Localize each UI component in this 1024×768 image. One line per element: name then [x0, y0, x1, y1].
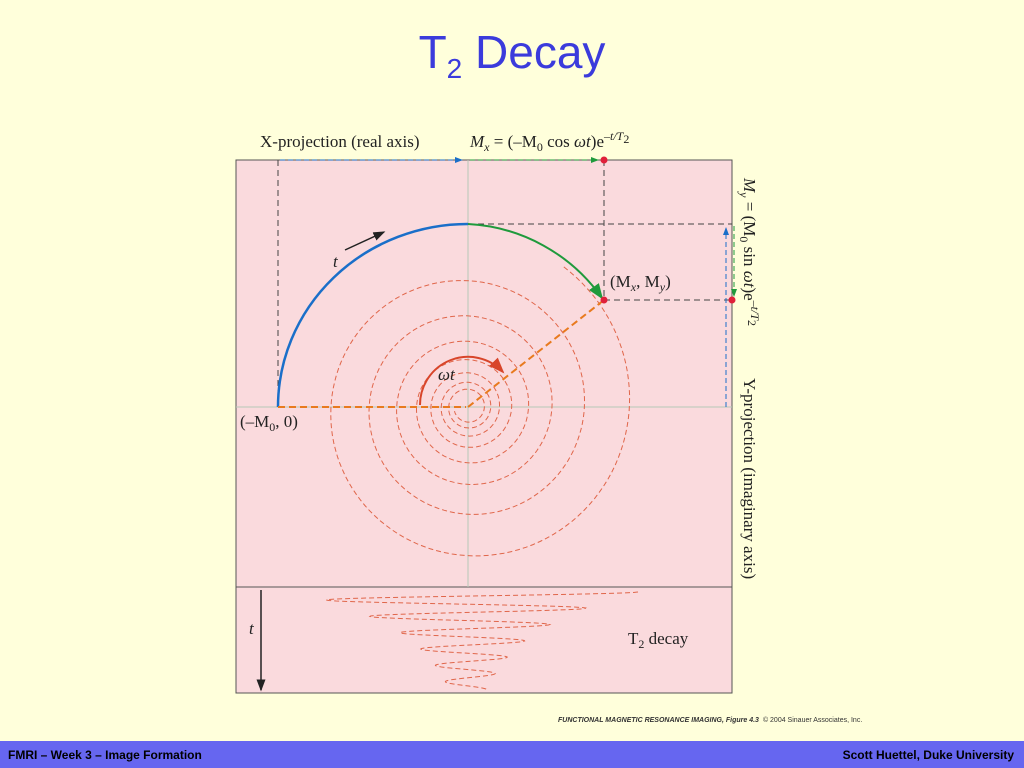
text-part: x — [483, 140, 490, 154]
text-part: , M — [636, 272, 660, 291]
text-part: (–M — [240, 412, 269, 431]
decay-wave — [326, 591, 639, 691]
text-part: 0 — [269, 420, 275, 434]
text-part: x — [630, 280, 637, 294]
footer-left: FMRI – Week 3 – Image Formation — [8, 748, 202, 762]
guide-lines — [277, 160, 732, 407]
arc-time-label: t — [333, 252, 339, 271]
title-text: T — [419, 26, 447, 78]
text-part: ) — [665, 272, 671, 291]
text-part: y — [659, 280, 666, 294]
text-part: –t/T — [748, 300, 762, 322]
text-part: = (M — [740, 198, 759, 237]
text-part: )e — [740, 287, 759, 300]
text-part: ωt — [740, 271, 759, 289]
text-part: M — [469, 132, 485, 151]
text-part: y — [737, 191, 751, 198]
text-part: (M — [610, 272, 631, 291]
title-text: Decay — [462, 26, 605, 78]
point-label: (Mx, My) — [610, 272, 671, 294]
slide-title: T2 Decay — [419, 26, 606, 84]
text-part: cos — [543, 132, 574, 151]
x-projection-label: X-projection (real axis) — [260, 132, 420, 151]
time-axis-label: t — [249, 619, 255, 638]
text-part: sin — [740, 242, 759, 270]
text-part: ωt — [574, 132, 592, 151]
text-part: 2 — [745, 320, 759, 326]
y-formula: My = (M0 sin ωt)e–t/T2 — [737, 177, 762, 326]
blue-arc — [276, 222, 469, 408]
footer-bar — [0, 741, 1024, 768]
x-formula: Mx = (–M0 cos ωt)e–t/T2 — [469, 129, 629, 154]
dot — [728, 296, 736, 304]
vector — [467, 299, 605, 408]
credit: FUNCTIONAL MAGNETIC RESONANCE IMAGING, F… — [558, 716, 862, 724]
text-part: © 2004 Sinauer Associates, Inc. — [763, 716, 862, 724]
text-part: , 0) — [275, 412, 298, 431]
y-projection-label: Y-projection (imaginary axis) — [740, 378, 759, 579]
decay-label: T2 decay — [628, 629, 689, 651]
text-part: 2 — [638, 637, 644, 651]
dot — [600, 156, 608, 164]
text-part: 2 — [623, 132, 629, 146]
text-part: decay — [644, 629, 688, 648]
angle-arc — [418, 355, 505, 406]
dot — [600, 296, 608, 304]
text-part: )e — [591, 132, 604, 151]
diagram: X-projection (real axis) Mx = (–M0 cos ω… — [235, 129, 762, 694]
text-part: –t/T — [603, 129, 625, 143]
green-arc — [467, 223, 604, 300]
text-part: 0 — [737, 236, 751, 242]
origin-label: (–M0, 0) — [240, 412, 298, 434]
time-arrow — [344, 231, 386, 251]
panel — [235, 159, 733, 694]
text-part: = (–M — [490, 132, 537, 151]
text-part: FUNCTIONAL MAGNETIC RESONANCE IMAGING, F… — [558, 717, 759, 724]
text-part: M — [740, 177, 759, 193]
angle-label: ωt — [438, 365, 456, 384]
text-part: 0 — [537, 140, 543, 154]
footer-right: Scott Huettel, Duke University — [843, 748, 1015, 762]
text-part: T — [628, 629, 639, 648]
title-subscript: 2 — [447, 53, 463, 84]
